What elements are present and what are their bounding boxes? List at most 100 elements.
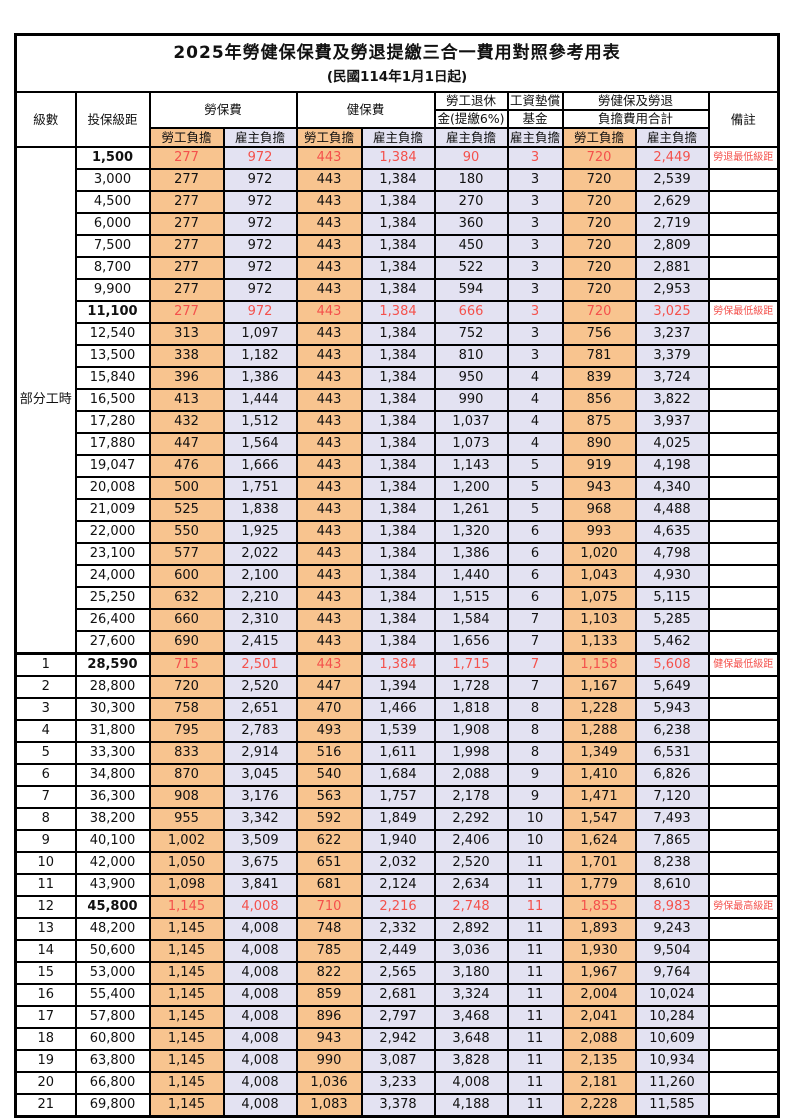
value-cell: 6,531 — [634, 741, 710, 765]
value-cell: 443 — [295, 454, 363, 478]
value-cell: 3,180 — [433, 961, 509, 985]
remark-cell — [707, 785, 780, 809]
value-cell: 1,384 — [360, 322, 436, 346]
table-row: 20 66,800 1,145 4,008 1,036 3,233 4,008 11 2,181… — [14, 1071, 780, 1095]
value-cell: 432 — [148, 410, 225, 434]
level-cell: 15 — [14, 961, 77, 985]
value-cell: 7,865 — [634, 829, 710, 853]
value-cell: 443 — [295, 388, 363, 412]
value-cell: 5,285 — [634, 608, 710, 632]
table-row: 26,400 660 2,310 443 1,384 1,584 7 1,103 5,285 — [16, 608, 780, 632]
value-cell: 447 — [148, 432, 225, 456]
value-cell: 1,384 — [360, 366, 436, 390]
value-cell: 10 — [506, 829, 564, 853]
value-cell: 1,656 — [433, 630, 509, 655]
value-cell: 443 — [295, 278, 363, 302]
table-row: 17,880 447 1,564 443 1,384 1,073 4 890 4,025 — [16, 432, 780, 456]
value-cell: 3,468 — [433, 1005, 509, 1029]
value-cell: 3,233 — [360, 1071, 436, 1095]
header-remark: 備註 — [707, 91, 780, 148]
header-health-employer-share: 雇主負擔 — [360, 127, 436, 148]
value-cell: 594 — [433, 278, 509, 302]
value-cell: 1,145 — [148, 1027, 225, 1051]
table-row: 7 36,300 908 3,176 563 1,757 2,178 9 1,471 7,120 — [14, 785, 780, 809]
value-cell: 720 — [148, 675, 225, 699]
value-cell: 6 — [506, 586, 564, 610]
value-cell: 632 — [148, 586, 225, 610]
value-cell: 443 — [295, 410, 363, 434]
value-cell: 1,701 — [561, 851, 637, 875]
remark-cell — [707, 608, 780, 632]
value-cell: 1,143 — [433, 454, 509, 478]
value-cell: 833 — [148, 741, 225, 765]
value-cell: 1,145 — [148, 939, 225, 963]
value-cell: 1,167 — [561, 675, 637, 699]
remark-cell — [707, 851, 780, 875]
value-cell: 1,908 — [433, 719, 509, 743]
value-cell: 1,384 — [360, 388, 436, 412]
remark-cell — [707, 168, 780, 192]
bracket-cell: 23,100 — [74, 542, 151, 566]
value-cell: 870 — [148, 763, 225, 787]
value-cell: 1,384 — [360, 190, 436, 214]
value-cell: 1,818 — [433, 697, 509, 721]
value-cell: 3 — [506, 256, 564, 280]
remark-cell — [707, 1005, 780, 1029]
remark-cell — [707, 432, 780, 456]
value-cell: 1,158 — [561, 652, 637, 677]
value-cell: 1,261 — [433, 498, 509, 522]
value-cell: 2,748 — [433, 895, 509, 919]
value-cell: 11 — [506, 1093, 564, 1118]
value-cell: 7,493 — [634, 807, 710, 831]
value-cell: 1,384 — [360, 234, 436, 258]
value-cell: 4,198 — [634, 454, 710, 478]
value-cell: 10,024 — [634, 983, 710, 1007]
value-cell: 2,942 — [360, 1027, 436, 1051]
value-cell: 5,649 — [634, 675, 710, 699]
table-row: 23,100 577 2,022 443 1,384 1,386 6 1,020 4,798 — [16, 542, 780, 566]
value-cell: 1,145 — [148, 1005, 225, 1029]
value-cell: 4,930 — [634, 564, 710, 588]
value-cell: 690 — [148, 630, 225, 655]
bracket-cell: 13,500 — [74, 344, 151, 368]
bracket-cell: 48,200 — [74, 917, 151, 941]
value-cell: 4,008 — [222, 1005, 298, 1029]
value-cell: 3 — [506, 344, 564, 368]
table-row: 17,280 432 1,512 443 1,384 1,037 4 875 3,937 — [16, 410, 780, 434]
level-cell: 11 — [14, 873, 77, 897]
value-cell: 3,036 — [433, 939, 509, 963]
table-row: 20,008 500 1,751 443 1,384 1,200 5 943 4,340 — [16, 476, 780, 500]
bracket-cell: 16,500 — [74, 388, 151, 412]
premium-reference-table: 2025年勞健保保費及勞退提繳三合一費用對照參考用表 (民國114年1月1日起)… — [14, 33, 781, 1118]
value-cell: 972 — [222, 256, 298, 280]
value-cell: 8 — [506, 719, 564, 743]
remark-cell: 勞保最高級距 — [707, 895, 780, 919]
value-cell: 180 — [433, 168, 509, 192]
table-row: 2 28,800 720 2,520 447 1,394 1,728 7 1,167 5,649 — [14, 675, 780, 699]
value-cell: 1,925 — [222, 520, 298, 544]
value-cell: 3 — [506, 212, 564, 236]
table-row: 21,009 525 1,838 443 1,384 1,261 5 968 4,488 — [16, 498, 780, 522]
value-cell: 7 — [506, 630, 564, 655]
value-cell: 277 — [148, 168, 225, 192]
value-cell: 1,145 — [148, 895, 225, 919]
value-cell: 1,228 — [561, 697, 637, 721]
value-cell: 11 — [506, 895, 564, 919]
level-cell: 3 — [14, 697, 77, 721]
value-cell: 338 — [148, 344, 225, 368]
value-cell: 2,634 — [433, 873, 509, 897]
remark-cell: 勞保最低級距 — [707, 300, 780, 324]
value-cell: 2,953 — [634, 278, 710, 302]
value-cell: 2,228 — [561, 1093, 637, 1118]
value-cell: 277 — [148, 234, 225, 258]
table-row: 10 42,000 1,050 3,675 651 2,032 2,520 11 1,701 8,… — [14, 851, 780, 875]
bracket-cell: 30,300 — [74, 697, 151, 721]
value-cell: 1,384 — [360, 300, 436, 324]
value-cell: 1,020 — [561, 542, 637, 566]
value-cell: 3 — [506, 168, 564, 192]
value-cell: 447 — [295, 675, 363, 699]
value-cell: 4,008 — [222, 1071, 298, 1095]
remark-cell — [707, 344, 780, 368]
bracket-cell: 50,600 — [74, 939, 151, 963]
